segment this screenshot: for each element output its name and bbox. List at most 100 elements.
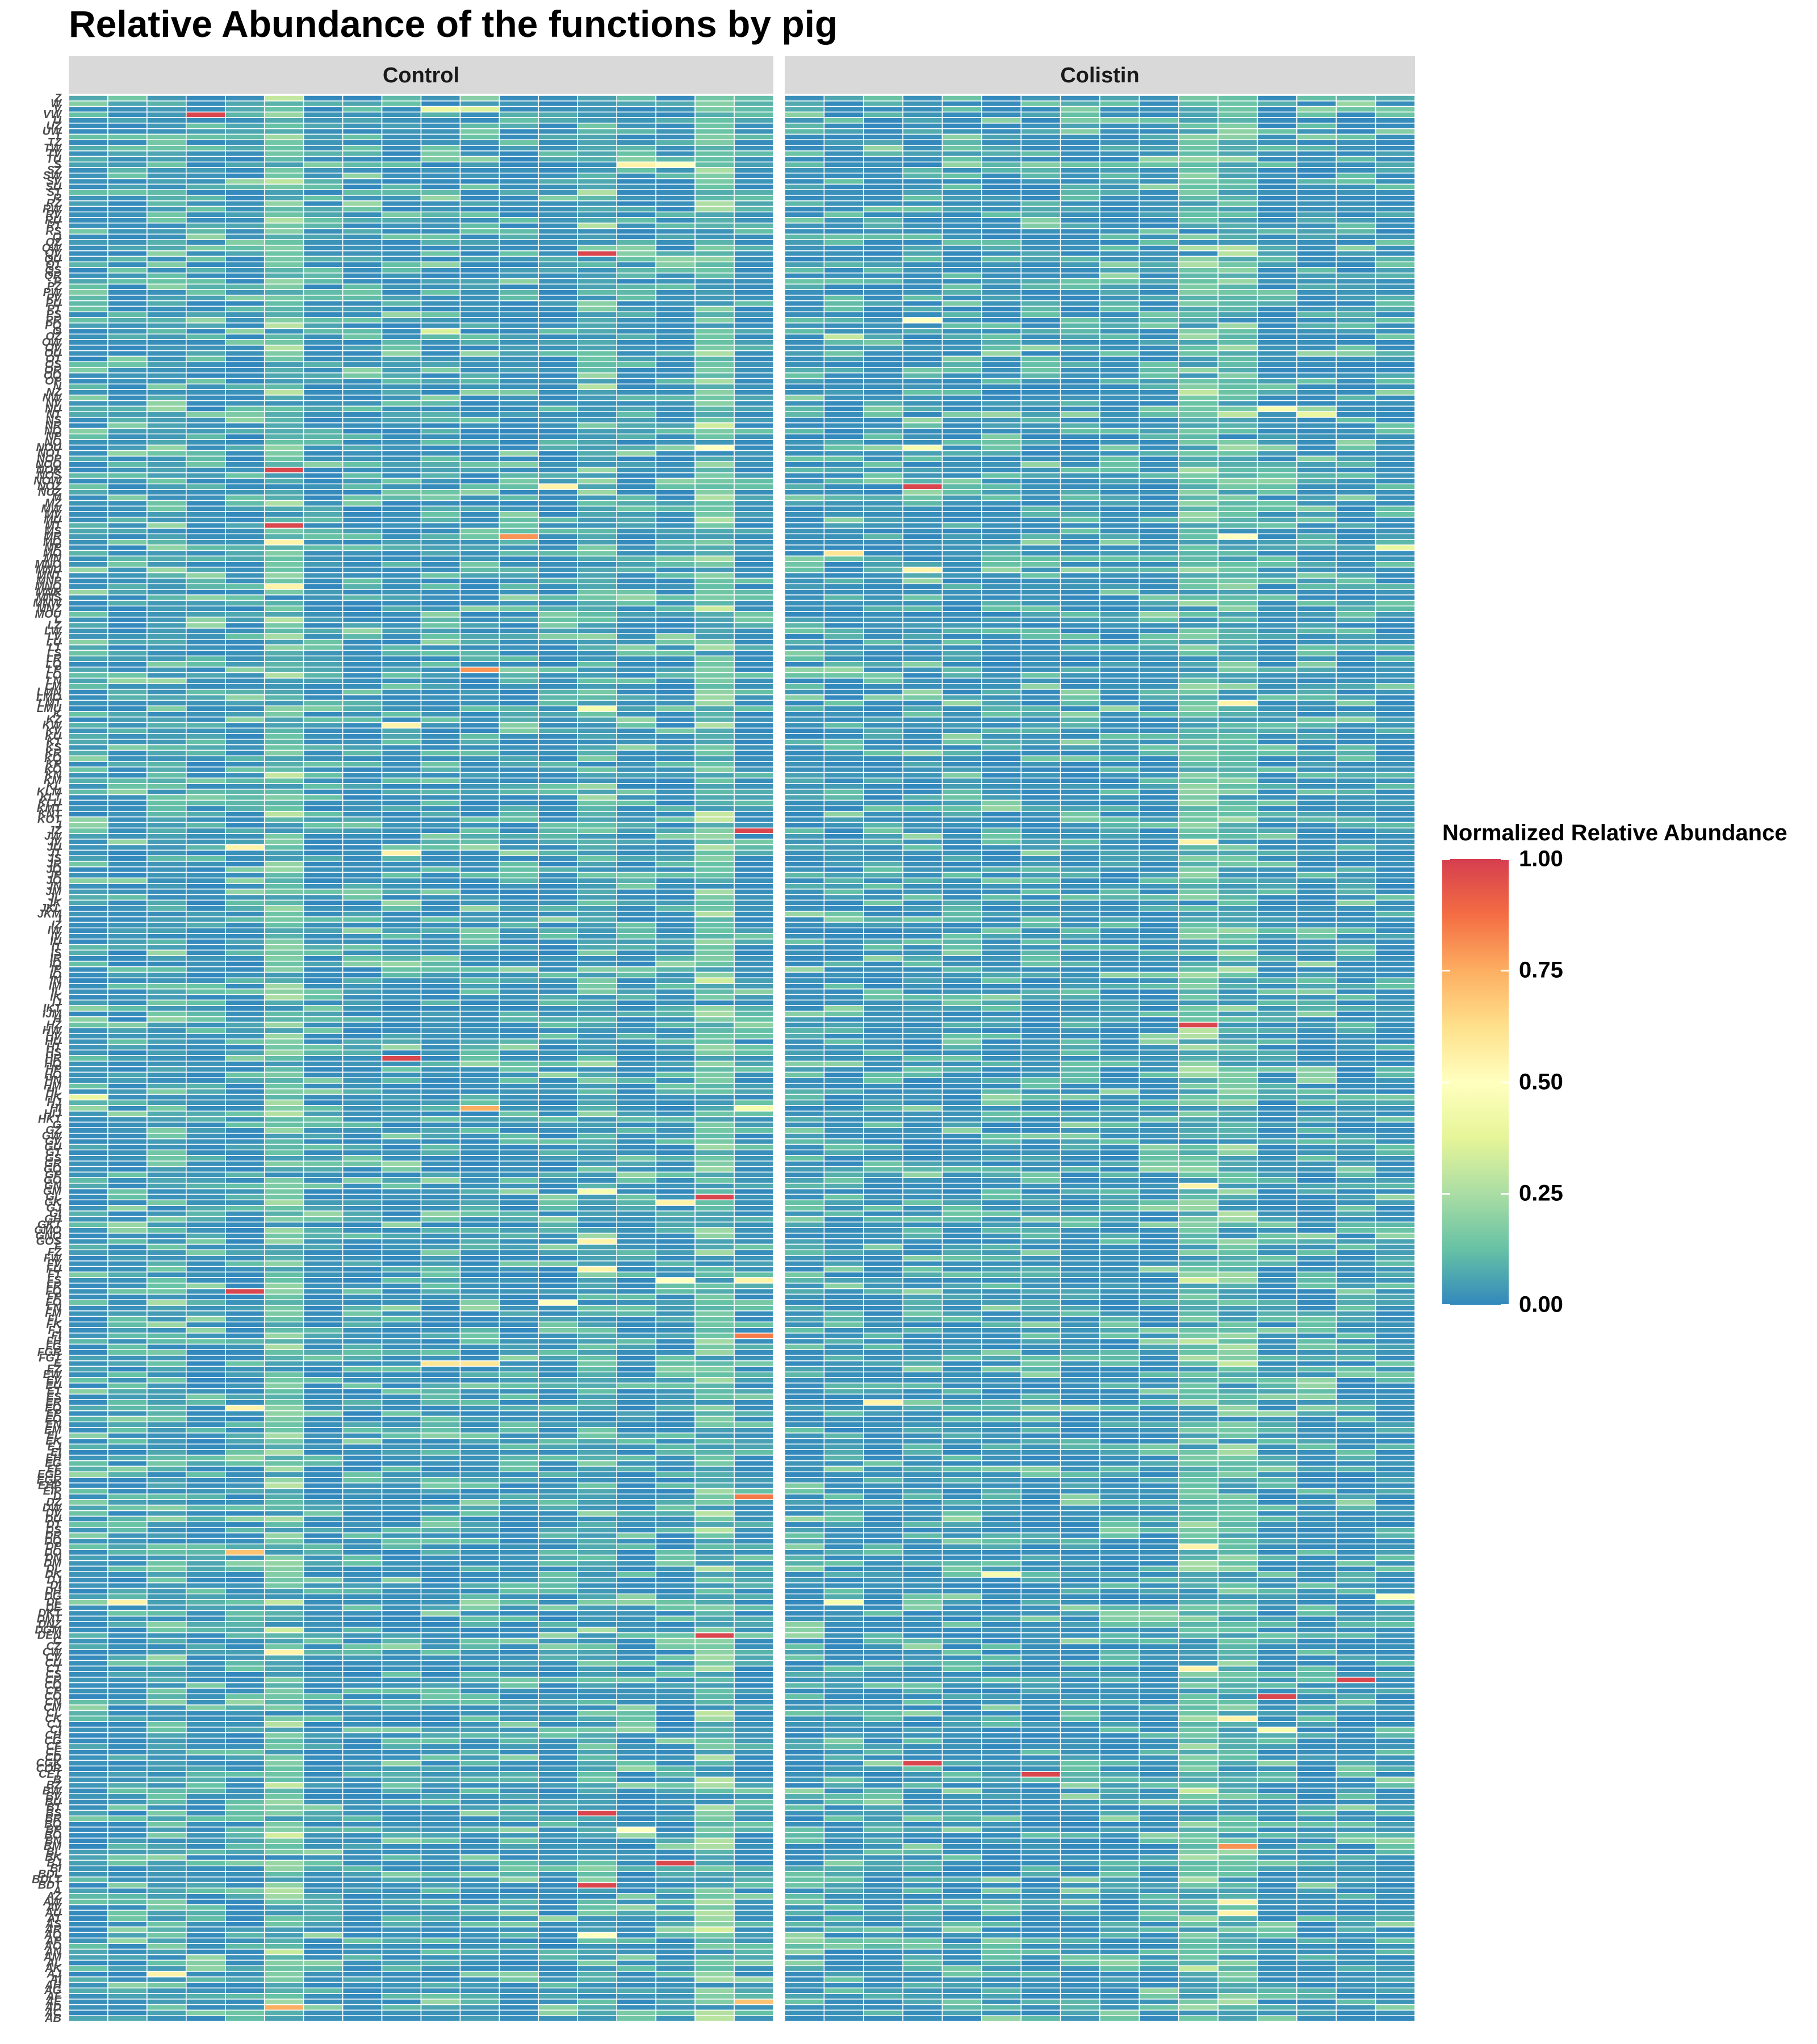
heatmap-cell [577, 589, 618, 596]
heatmap-cell [499, 672, 539, 679]
heatmap-cell [538, 189, 579, 196]
heatmap-cell [303, 1027, 344, 1034]
heatmap-cell [146, 383, 187, 390]
heatmap-cell [538, 611, 579, 618]
heatmap-cell [577, 833, 618, 840]
heatmap-cell [577, 283, 618, 290]
heatmap-cell [616, 483, 656, 490]
heatmap-cell [381, 295, 422, 301]
heatmap-cell [499, 1111, 539, 1117]
heatmap-cell [577, 133, 618, 141]
heatmap-cell [263, 500, 304, 507]
heatmap-cell [68, 844, 108, 851]
heatmap-cell [303, 955, 344, 962]
heatmap-cell [263, 1333, 304, 1339]
heatmap-cell [146, 1510, 187, 1517]
heatmap-cell [263, 911, 304, 918]
heatmap-cell [616, 505, 656, 512]
heatmap-cell [263, 1527, 304, 1534]
heatmap-cell [459, 223, 500, 229]
heatmap-cell [499, 405, 539, 412]
heatmap-cell [263, 1033, 304, 1040]
heatmap-cell [420, 128, 461, 135]
heatmap-cell [68, 1993, 108, 2000]
heatmap-cell [186, 361, 226, 368]
heatmap-cell [263, 278, 304, 285]
heatmap-cell [499, 999, 539, 1006]
heatmap-cell [420, 1460, 461, 1467]
heatmap-cell [577, 816, 618, 823]
heatmap-cell [146, 1016, 187, 1023]
heatmap-cell [499, 1061, 539, 1067]
heatmap-cell [499, 461, 539, 468]
heatmap-cell [107, 1038, 148, 1045]
heatmap-cell [381, 355, 422, 363]
heatmap-cell [616, 289, 656, 296]
heatmap-cell [342, 639, 383, 646]
heatmap-cell [459, 256, 500, 263]
heatmap-cell [107, 1477, 148, 1484]
heatmap-cell [303, 1859, 344, 1867]
heatmap-cell [224, 627, 265, 635]
heatmap-cell [381, 1804, 422, 1811]
heatmap-cell [263, 1477, 304, 1484]
heatmap-cell [146, 583, 187, 590]
heatmap-cell [107, 1283, 148, 1289]
heatmap-cell [420, 100, 461, 107]
heatmap-cell [342, 805, 383, 812]
heatmap-cell [420, 667, 461, 673]
heatmap-cell [68, 1682, 108, 1689]
heatmap-cell [577, 683, 618, 690]
heatmap-cell [303, 1227, 344, 1234]
heatmap-cell [224, 156, 265, 163]
heatmap-cell [616, 261, 656, 268]
heatmap-cell [459, 1532, 500, 1539]
heatmap-cell [303, 772, 344, 779]
heatmap-cell [538, 971, 579, 979]
heatmap-cell [146, 739, 187, 745]
heatmap-cell [459, 1316, 500, 1323]
heatmap-cell [303, 1882, 344, 1889]
heatmap-cell [263, 1821, 304, 1828]
heatmap-cell [186, 445, 226, 451]
heatmap-cell [146, 1715, 187, 1722]
heatmap-cell [499, 844, 539, 851]
heatmap-cell [459, 1121, 500, 1128]
heatmap-cell [107, 711, 148, 718]
heatmap-cell [68, 128, 108, 135]
heatmap-cell [303, 183, 344, 190]
heatmap-cell [616, 833, 656, 840]
heatmap-cell [263, 1987, 304, 1994]
heatmap-cell [68, 1827, 108, 1833]
heatmap-cell [577, 1427, 618, 1434]
heatmap-cell [186, 999, 226, 1006]
heatmap-cell [420, 1577, 461, 1584]
heatmap-cell [459, 789, 500, 795]
heatmap-cell [538, 1505, 579, 1511]
heatmap-cell [263, 966, 304, 973]
heatmap-cell [263, 1515, 304, 1523]
heatmap-cell [616, 799, 656, 807]
heatmap-cell [538, 1316, 579, 1323]
heatmap-cell [577, 761, 618, 768]
heatmap-cell [381, 1837, 422, 1844]
heatmap-cell [342, 1754, 383, 1761]
heatmap-cell [224, 411, 265, 418]
heatmap-cell [342, 422, 383, 429]
heatmap-cell [538, 339, 579, 346]
heatmap-cell [263, 350, 304, 357]
heatmap-cell [68, 1510, 108, 1517]
heatmap-cell [538, 311, 579, 318]
heatmap-cell [68, 899, 108, 906]
heatmap-cell [186, 1366, 226, 1373]
heatmap-cell [146, 977, 187, 984]
heatmap-cell [146, 1161, 187, 1167]
heatmap-cell [146, 1443, 187, 1450]
heatmap-cell [381, 1715, 422, 1722]
heatmap-cell [499, 1660, 539, 1667]
heatmap-cell [107, 1993, 148, 2000]
heatmap-cell [224, 994, 265, 1001]
heatmap-cell [459, 1932, 500, 1939]
heatmap-cell [616, 811, 656, 818]
heatmap-cell [577, 233, 618, 240]
